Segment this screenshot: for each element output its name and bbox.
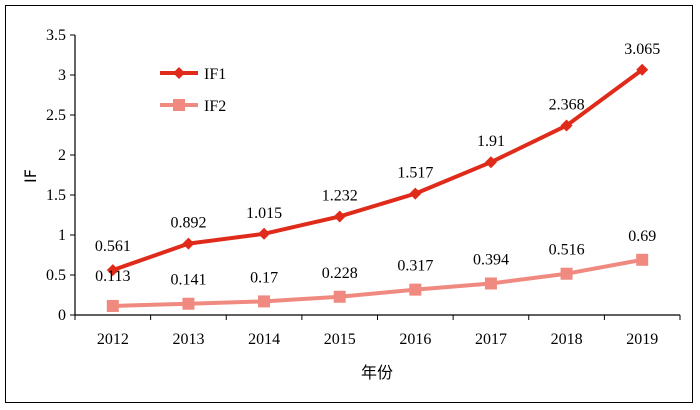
y-tick-label: 3.5 [46, 27, 66, 44]
data-point-if2 [333, 290, 346, 303]
data-labels: 0.561 0.892 1.015 1.232 1.517 1.91 2.368 3.065 0… [95, 41, 660, 289]
series-layer [106, 63, 649, 312]
x-tick-label: 2016 [399, 331, 431, 348]
data-point-if1 [409, 187, 422, 200]
data-label-if1: 1.015 [246, 205, 282, 222]
x-tick-label: 2014 [248, 331, 280, 348]
tick-labels: 0 0.5 1 1.5 2 2.5 3 3.5 2012 2013 2014 2015 2016 2017… [46, 27, 658, 348]
data-point-if1 [636, 63, 649, 76]
y-tick-label: 0 [58, 307, 66, 324]
data-label-if2: 0.17 [250, 269, 278, 286]
series-line-if2 [112, 257, 643, 308]
x-tick-label: 2017 [475, 331, 507, 348]
data-point-if1 [106, 264, 119, 277]
series-line-if1 [112, 68, 644, 273]
data-label-if2: 0.317 [397, 258, 433, 275]
data-label-if1: 1.517 [397, 165, 433, 182]
data-point-if1 [182, 237, 195, 250]
y-tick-label: 2 [58, 147, 66, 164]
data-label-if2: 0.113 [95, 268, 130, 285]
data-label-if2: 0.228 [322, 265, 358, 282]
x-axis-title: 年份 [361, 363, 393, 382]
chart-frame [5, 5, 693, 403]
data-point-if2 [560, 267, 573, 280]
legend-marker [173, 99, 185, 111]
y-tick-label: 1 [58, 227, 66, 244]
data-label-if1: 1.232 [322, 187, 358, 204]
series-if2 [106, 253, 649, 312]
data-point-if2 [484, 277, 497, 290]
y-tick-label: 1.5 [46, 187, 66, 204]
axes [70, 34, 681, 320]
x-tick-label: 2012 [97, 331, 129, 348]
data-label-if1: 2.368 [549, 97, 585, 114]
data-label-if2: 0.141 [170, 272, 206, 289]
x-tick-label: 2018 [551, 331, 583, 348]
data-point-if2 [409, 283, 422, 296]
data-point-if2 [258, 295, 271, 308]
legend-label: IF1 [204, 66, 226, 83]
legend-item-if1: IF1 [160, 66, 226, 83]
data-label-if1: 0.892 [170, 215, 206, 232]
data-label-if2: 0.394 [473, 251, 509, 268]
data-label-if1: 3.065 [624, 41, 660, 58]
y-tick-label: 0.5 [46, 267, 66, 284]
data-point-if1 [258, 227, 271, 240]
y-tick-label: 3 [58, 67, 66, 84]
data-label-if2: 0.69 [628, 228, 656, 245]
legend-item-if2: IF2 [160, 98, 226, 115]
series-if1 [106, 63, 649, 277]
data-point-if1 [484, 156, 497, 169]
legend-label: IF2 [204, 98, 226, 115]
y-axis-title: IF [21, 169, 40, 183]
data-point-if2 [182, 297, 195, 310]
data-label-if2: 0.516 [549, 242, 585, 259]
x-tick-label: 2019 [626, 331, 658, 348]
data-label-if1: 1.91 [477, 133, 505, 150]
x-tick-label: 2015 [324, 331, 356, 348]
legend: IF1 IF2 [160, 66, 226, 115]
data-label-if1: 0.561 [95, 238, 131, 255]
data-point-if2 [106, 299, 119, 312]
y-tick-label: 2.5 [46, 107, 66, 124]
data-point-if1 [333, 210, 346, 223]
legend-marker [173, 67, 185, 79]
data-point-if1 [560, 119, 573, 132]
x-tick-label: 2013 [172, 331, 204, 348]
data-point-if2 [636, 253, 649, 266]
